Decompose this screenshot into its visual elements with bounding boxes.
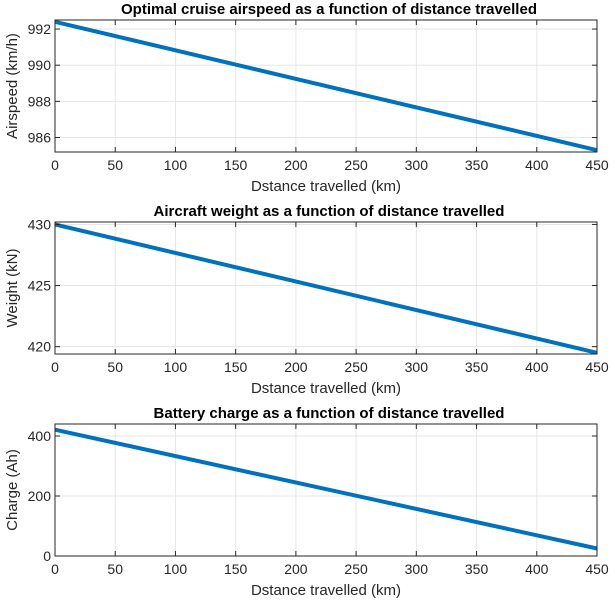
x-tick-label: 50: [107, 359, 123, 375]
x-tick-label: 200: [284, 157, 308, 173]
subplot-2: 0 50 100 150 200 250 300 350 400 450 420 425 430 Airc…: [4, 203, 609, 397]
x-axis-label: Dstance travelled (km): [251, 178, 401, 195]
series-line-airspeed: [54, 19, 598, 153]
axes-frame: [54, 423, 598, 557]
x-tick-label: 0: [51, 561, 59, 577]
x-tick-label: 150: [224, 157, 248, 173]
x-tick-label: 100: [164, 359, 188, 375]
x-tick-label: 350: [465, 359, 489, 375]
x-tick-label: 450: [585, 561, 609, 577]
axes-frame: [54, 221, 598, 355]
y-tick-label: 988: [28, 93, 52, 109]
x-tick-label: 200: [284, 561, 308, 577]
y-axis-label: Airspeed (km/h): [4, 33, 21, 139]
x-tick-label: 450: [585, 359, 609, 375]
x-tick-label: 150: [224, 561, 248, 577]
x-tick-label: 200: [284, 359, 308, 375]
x-tick-label: 100: [164, 157, 188, 173]
x-tick-label: 150: [224, 359, 248, 375]
x-tick-label: 250: [344, 359, 368, 375]
y-tick-label: 430: [28, 216, 52, 232]
y-tick-label: 200: [28, 488, 52, 504]
subplot-3: 0 50 100 150 200 250 300 350 400 450 0 200 400 Batter…: [4, 405, 609, 599]
y-tick-label: 400: [28, 428, 52, 444]
series-line-weight: [54, 222, 598, 355]
x-tick-label: 50: [107, 561, 123, 577]
y-tick-label: 990: [28, 57, 52, 73]
x-tick-label: 50: [107, 157, 123, 173]
axes-frame: [54, 19, 598, 153]
x-axis-label: Dstance travelled (km): [251, 380, 401, 397]
y-axis-label: Charge (Ah): [4, 449, 21, 531]
chart-title: Optimal cruise airspeed as a function of…: [121, 1, 537, 18]
x-tick-label: 300: [405, 561, 429, 577]
x-tick-label: 0: [51, 157, 59, 173]
x-tick-label: 400: [525, 157, 549, 173]
x-tick-label: 250: [344, 561, 368, 577]
x-tick-label: 400: [525, 359, 549, 375]
x-tick-label: 0: [51, 359, 59, 375]
x-tick-label: 300: [405, 359, 429, 375]
x-axis-label: Dstance travelled (km): [251, 582, 401, 599]
y-tick-label: 420: [28, 339, 52, 355]
y-tick-label: 425: [28, 278, 52, 294]
subplot-1: 0 50 100 150 200 250 300 350 400 450 986 988 990 992 O…: [4, 1, 609, 195]
chart-title: Battery charge as a function of distance…: [154, 405, 505, 422]
y-tick-label: 992: [28, 21, 52, 37]
x-tick-label: 300: [405, 157, 429, 173]
x-tick-label: 250: [344, 157, 368, 173]
y-tick-label: 986: [28, 130, 52, 146]
y-axis-label: Weight (kN): [4, 249, 21, 328]
x-tick-label: 100: [164, 561, 188, 577]
x-tick-label: 350: [465, 561, 489, 577]
x-tick-label: 350: [465, 157, 489, 173]
chart-title: Aircraft weight as a function of distanc…: [154, 203, 505, 220]
x-tick-label: 450: [585, 157, 609, 173]
x-tick-label: 400: [525, 561, 549, 577]
y-tick-label: 0: [43, 548, 51, 564]
series-line-charge: [54, 427, 598, 551]
